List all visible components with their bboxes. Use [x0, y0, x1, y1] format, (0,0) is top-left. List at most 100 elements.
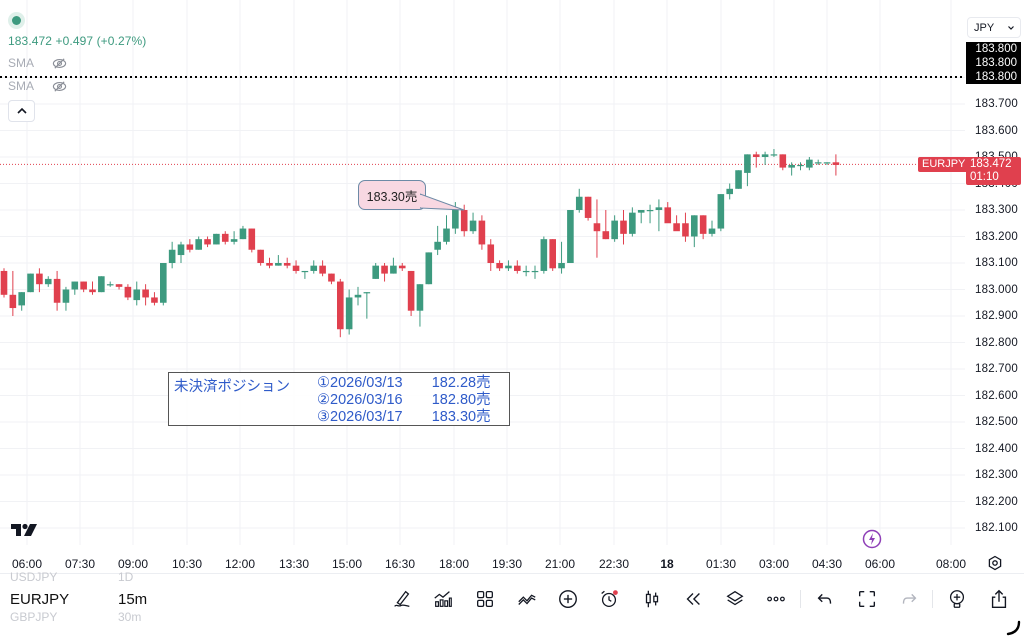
candle [558, 241, 565, 274]
eye-off-icon[interactable] [52, 79, 67, 94]
price-axis-label: 182.500 [975, 416, 1018, 428]
candle [98, 276, 105, 293]
symbol-picker[interactable]: USDJPY 1D EURJPY 15m GBPJPY 30m [10, 572, 180, 622]
layers-button[interactable] [722, 586, 748, 612]
candle [443, 215, 450, 245]
time-axis-label: 18 [660, 557, 674, 571]
candle [124, 284, 132, 301]
ideas-button[interactable] [944, 586, 970, 612]
time-axis[interactable]: 06:00 07:30 09:00 10:30 12:00 13:30 15:00 16:30… [0, 545, 1024, 573]
toolbar-divider [932, 590, 933, 608]
candle [372, 263, 379, 279]
symbol-option[interactable]: GBPJPY 30m [10, 612, 180, 622]
ideas-icon [949, 590, 965, 608]
sma-indicator-1[interactable]: SMA [8, 55, 146, 71]
open-positions-textbox[interactable]: 未決済ポジション ①2026/03/13 182.28売 ②2026/03/16 1… [168, 372, 510, 426]
time-axis-label: 03:00 [758, 557, 790, 571]
undo-icon [817, 593, 832, 604]
candle [9, 270, 17, 316]
flash-events-button[interactable] [862, 529, 882, 549]
add-button[interactable] [555, 586, 581, 612]
candle [823, 162, 831, 165]
candle [18, 292, 25, 311]
templates-button[interactable] [472, 586, 498, 612]
candle [434, 225, 441, 256]
symbol-name: GBPJPY [10, 612, 58, 622]
candle [726, 183, 733, 200]
redo-button[interactable] [896, 586, 922, 612]
candle [425, 252, 433, 285]
price-axis-label: 183.600 [975, 124, 1018, 137]
chart-type-button[interactable] [639, 586, 665, 612]
candle [611, 215, 618, 242]
time-axis-label: 01:30 [705, 557, 737, 571]
chart-area[interactable]: 183.472 +0.497 (+0.27%) SMA SMA 183.30売 … [0, 0, 965, 549]
compare-icon [518, 594, 536, 605]
candle [53, 270, 61, 311]
candles-icon [645, 590, 659, 608]
candle [168, 241, 176, 269]
candle [319, 260, 326, 277]
price-axis-label: 183.700 [975, 98, 1018, 110]
replay-button[interactable] [680, 586, 706, 612]
drawing-tools-button[interactable] [389, 586, 415, 612]
bottom-toolbar: USDJPY 1D EURJPY 15m GBPJPY 30m [0, 572, 1024, 641]
position-row: ③2026/03/17 183.30売 [317, 409, 491, 426]
alert-button[interactable] [596, 586, 622, 612]
symbol-name: EURJPY [10, 590, 70, 608]
candle [213, 233, 220, 245]
candle [398, 263, 406, 271]
candle [637, 210, 645, 224]
candle [832, 154, 840, 176]
candle [266, 257, 273, 269]
compare-button[interactable] [514, 586, 540, 612]
symbol-interval: 1D [118, 572, 134, 582]
share-button[interactable] [986, 586, 1012, 612]
position-price: 183.30売 [431, 409, 491, 425]
candle [328, 273, 335, 285]
candle [62, 286, 70, 311]
fullscreen-button[interactable] [854, 586, 880, 612]
candle [629, 207, 636, 237]
more-button[interactable] [763, 586, 789, 612]
drawing-tools-icon [394, 590, 410, 607]
candle [814, 159, 822, 165]
price-axis-label: 183.000 [975, 283, 1018, 296]
symbol-option-active[interactable]: EURJPY 15m [10, 590, 180, 608]
sma-indicator-2[interactable]: SMA [8, 78, 146, 94]
candle [221, 231, 229, 245]
candle [390, 257, 397, 274]
candle [186, 239, 194, 253]
candle [283, 257, 291, 269]
sma-label: SMA [8, 56, 35, 70]
chart-settings-button[interactable] [987, 555, 1003, 576]
sell-callout[interactable]: 183.30売 [358, 180, 426, 210]
currency-select[interactable]: JPY [967, 17, 1021, 38]
candle [478, 215, 486, 250]
indicators-button[interactable] [430, 586, 456, 612]
price-axis-label: 182.600 [975, 389, 1018, 402]
candle [575, 188, 583, 213]
price-axis[interactable]: 183.700183.600183.500183.400183.300183.2… [965, 0, 1024, 545]
tradingview-logo[interactable] [10, 522, 38, 543]
collapse-legend-button[interactable] [8, 100, 35, 122]
price-tag-black: 183.800 [966, 70, 1021, 84]
position-price: 182.28売 [431, 375, 491, 391]
price-axis-label: 182.800 [975, 336, 1018, 349]
candle [204, 236, 211, 248]
time-axis-label: 19:30 [491, 557, 523, 571]
candle [44, 276, 52, 287]
undo-button[interactable] [812, 586, 838, 612]
lightning-icon [862, 529, 882, 549]
time-axis-label: 16:30 [384, 557, 416, 571]
current-price: 183.472 [970, 158, 1012, 170]
symbol-option[interactable]: USDJPY 1D [10, 572, 180, 582]
price-axis-label: 182.400 [975, 442, 1018, 455]
candle [460, 204, 468, 237]
candle [487, 239, 495, 271]
price-axis-label: 183.300 [975, 204, 1018, 216]
position-row: ②2026/03/16 182.80売 [317, 392, 491, 409]
eye-off-icon[interactable] [52, 56, 67, 71]
candle [407, 270, 415, 316]
price-axis-label: 183.200 [975, 230, 1018, 243]
